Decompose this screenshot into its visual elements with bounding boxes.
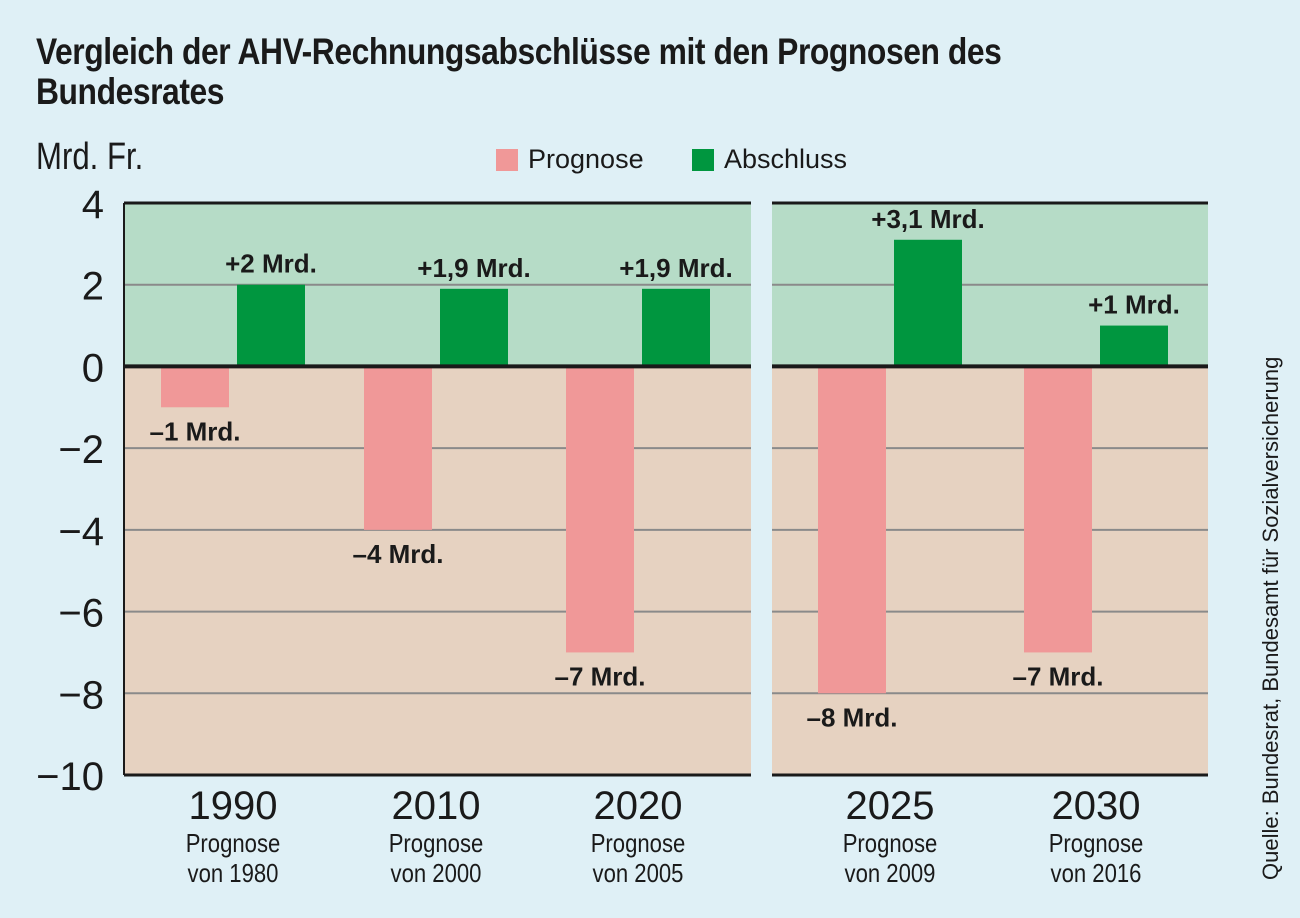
bar-abschluss xyxy=(440,288,508,367)
y-axis-label: Mrd. Fr. xyxy=(36,136,144,178)
legend-swatch-abschluss xyxy=(692,148,714,171)
data-label-prognose: –4 Mrd. xyxy=(352,539,443,569)
bar-abschluss xyxy=(642,288,710,367)
data-label-abschluss: +2 Mrd. xyxy=(225,249,317,279)
y-tick-label: 0 xyxy=(82,346,104,390)
x-tick-year: 2030 xyxy=(1051,784,1141,828)
bar-abschluss xyxy=(894,239,962,367)
y-tick-label: −4 xyxy=(58,510,104,554)
data-label-prognose: –1 Mrd. xyxy=(149,416,240,446)
x-category-label: 2025 Prognose von 2009 xyxy=(810,784,970,888)
legend-item-prognose: Prognose xyxy=(496,144,644,175)
x-tick-subtitle: von 2009 xyxy=(844,858,936,888)
data-label-abschluss: +3,1 Mrd. xyxy=(871,204,984,234)
x-tick-year: 2010 xyxy=(391,784,481,828)
bar-prognose xyxy=(1024,366,1092,653)
x-tick-subtitle: von 1980 xyxy=(187,858,279,888)
bar-prognose xyxy=(818,366,886,694)
x-category-label: 2030 Prognose von 2016 xyxy=(1016,784,1176,888)
legend-label-prognose: Prognose xyxy=(528,144,644,174)
legend-item-abschluss: Abschluss xyxy=(692,144,847,175)
data-label-prognose: –8 Mrd. xyxy=(806,702,897,732)
chart-title: Vergleich der AHV-Rechnungsabschlüsse mi… xyxy=(36,31,1002,112)
x-tick-subtitle: Prognose xyxy=(842,828,938,858)
x-tick-subtitle: Prognose xyxy=(185,828,281,858)
x-tick-subtitle: von 2005 xyxy=(592,858,684,888)
x-tick-year: 2025 xyxy=(845,784,935,828)
x-tick-subtitle: Prognose xyxy=(1048,828,1144,858)
legend-swatch-prognose xyxy=(496,148,518,171)
bar-abschluss xyxy=(1100,325,1168,367)
x-tick-subtitle: von 2000 xyxy=(390,858,482,888)
data-label-abschluss: +1,9 Mrd. xyxy=(417,253,530,283)
y-tick-label: −2 xyxy=(58,428,104,472)
y-tick-label: −8 xyxy=(58,673,104,717)
data-label-prognose: –7 Mrd. xyxy=(554,661,645,691)
y-tick-label: −6 xyxy=(58,592,104,636)
data-label-prognose: –7 Mrd. xyxy=(1012,661,1103,691)
bar-prognose xyxy=(161,366,229,408)
x-tick-subtitle: von 2016 xyxy=(1050,858,1142,888)
data-label-abschluss: +1 Mrd. xyxy=(1088,290,1180,320)
x-tick-year: 2020 xyxy=(593,784,683,828)
legend-label-abschluss: Abschluss xyxy=(724,144,848,174)
data-label-abschluss: +1,9 Mrd. xyxy=(619,253,732,283)
x-tick-year: 1990 xyxy=(188,784,278,828)
y-tick-label: 2 xyxy=(82,265,104,309)
x-tick-subtitle: Prognose xyxy=(388,828,484,858)
bar-abschluss xyxy=(237,284,305,367)
x-category-label: 2020 Prognose von 2005 xyxy=(558,784,718,888)
negative-area-panel-1 xyxy=(124,366,751,775)
bar-prognose xyxy=(364,366,432,530)
bar-prognose xyxy=(566,366,634,653)
y-tick-label: −10 xyxy=(36,755,104,799)
y-tick-label: 4 xyxy=(82,183,104,227)
x-tick-subtitle: Prognose xyxy=(590,828,686,858)
x-category-label: 2010 Prognose von 2000 xyxy=(356,784,516,888)
x-category-label: 1990 Prognose von 1980 xyxy=(153,784,313,888)
